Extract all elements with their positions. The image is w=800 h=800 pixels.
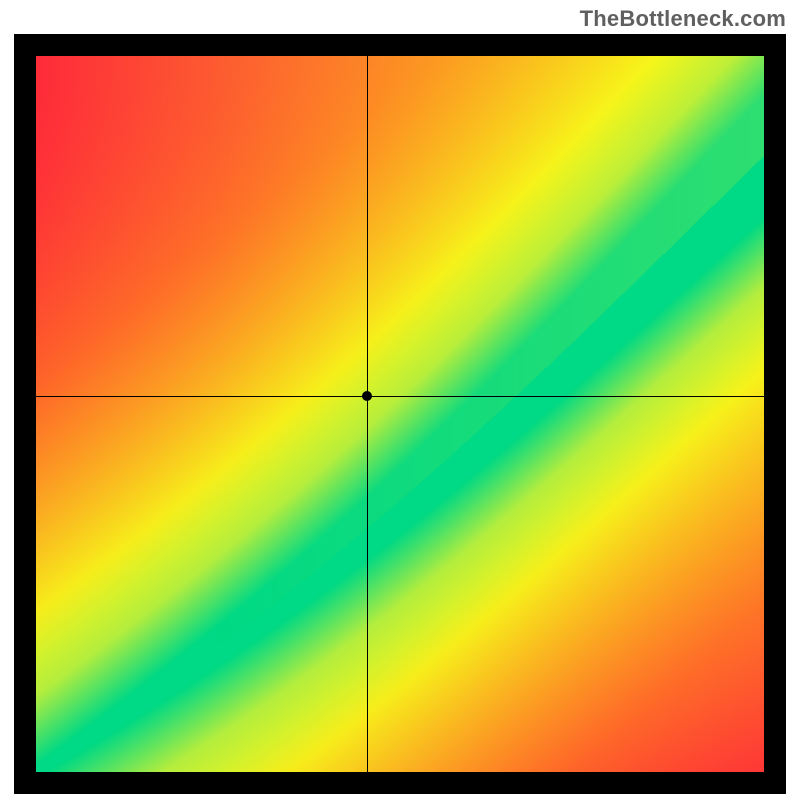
- crosshair-marker: [362, 391, 372, 401]
- crosshair-vertical: [367, 56, 368, 772]
- heatmap-outer-frame: [14, 34, 786, 794]
- heatmap-canvas: [36, 56, 764, 772]
- chart-container: TheBottleneck.com: [0, 0, 800, 800]
- heatmap-plot-area: [36, 56, 764, 772]
- crosshair-horizontal: [36, 396, 764, 397]
- watermark-text: TheBottleneck.com: [580, 6, 786, 32]
